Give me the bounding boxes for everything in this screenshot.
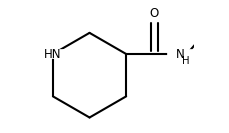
Text: H: H: [182, 56, 190, 66]
Text: O: O: [150, 7, 159, 20]
Text: N: N: [176, 47, 185, 61]
Text: HN: HN: [44, 47, 62, 61]
